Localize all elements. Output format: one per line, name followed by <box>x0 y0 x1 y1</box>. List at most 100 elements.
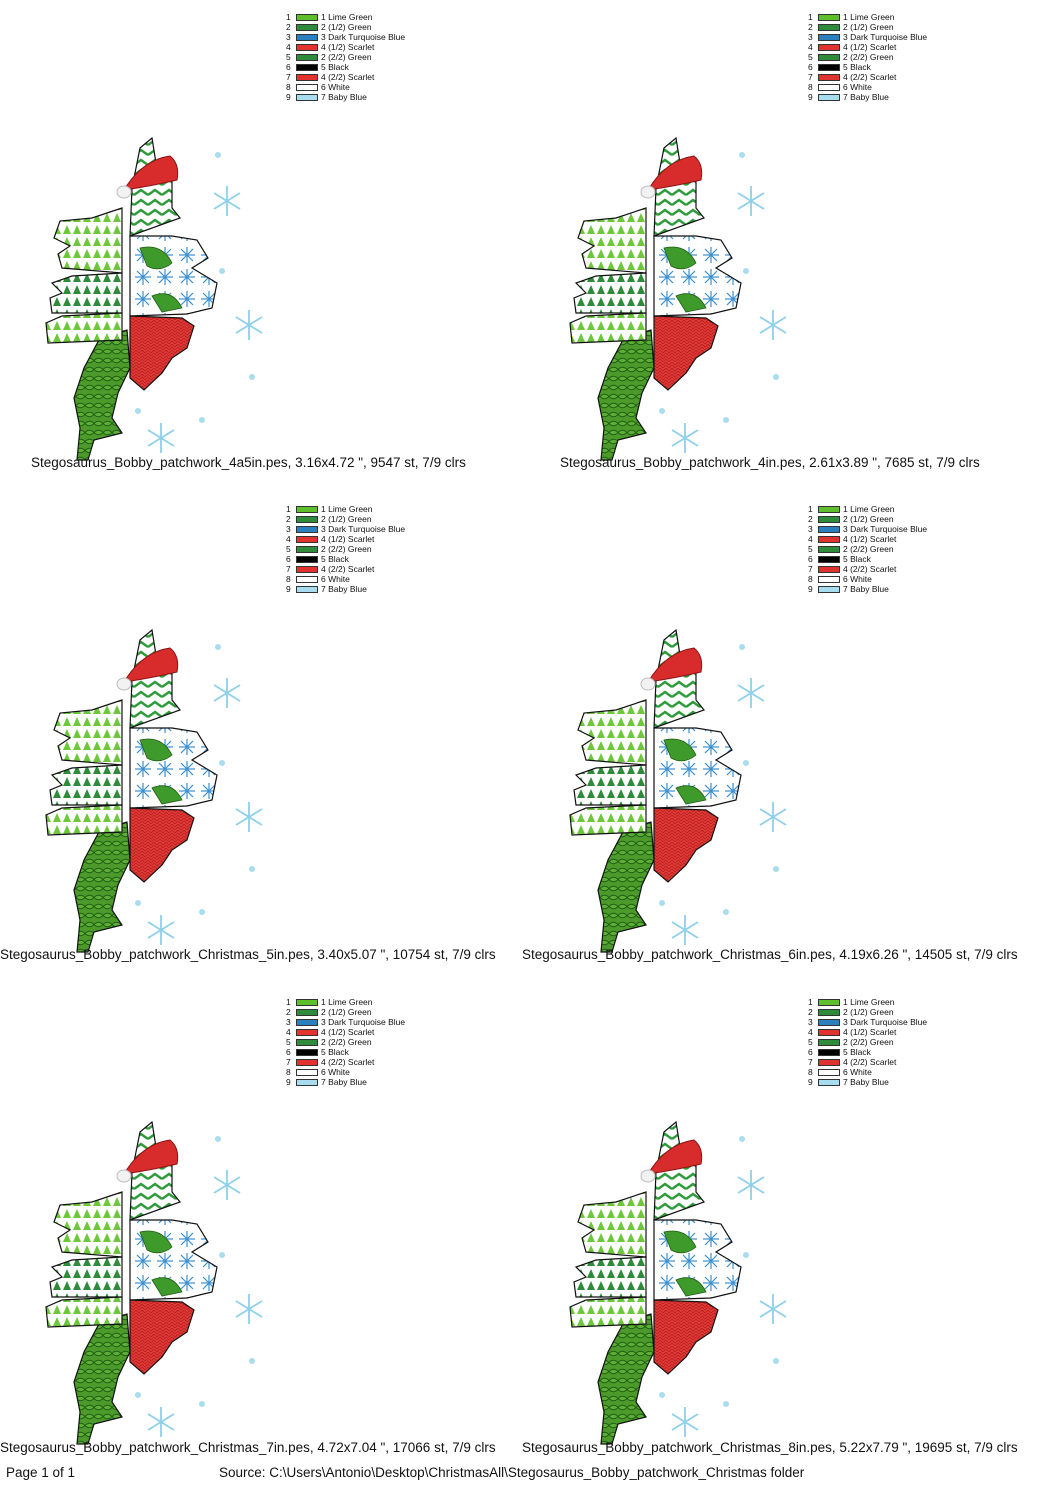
embroidery-design-image <box>569 1120 787 1445</box>
legend-label: 2 (2/2) Green <box>321 544 372 554</box>
source-path: Source: C:\Users\Antonio\Desktop\Christm… <box>219 1465 805 1480</box>
legend-row: 8 6 White <box>808 1067 927 1077</box>
legend-label: 3 Dark Turquoise Blue <box>843 1017 928 1027</box>
legend-row: 2 2 (1/2) Green <box>286 22 405 32</box>
legend-index: 3 <box>808 32 813 42</box>
legend-label: 2 (2/2) Green <box>321 1037 372 1047</box>
color-swatch <box>296 545 318 553</box>
design-caption: Stegosaurus_Bobby_patchwork_Christmas_7i… <box>0 1440 496 1455</box>
legend-index: 6 <box>808 62 813 72</box>
legend-index: 4 <box>286 534 291 544</box>
legend-label: 2 (1/2) Green <box>843 514 894 524</box>
legend-row: 4 4 (1/2) Scarlet <box>808 534 927 544</box>
legend-index: 2 <box>808 1007 813 1017</box>
legend-row: 9 7 Baby Blue <box>808 1077 927 1087</box>
legend-label: 6 White <box>843 574 872 584</box>
embroidery-design-image <box>569 136 787 461</box>
color-swatch <box>818 1008 840 1016</box>
legend-index: 2 <box>808 514 813 524</box>
color-swatch <box>818 565 840 573</box>
legend-label: 4 (2/2) Scarlet <box>843 72 897 82</box>
legend-label: 5 Black <box>843 1047 871 1057</box>
legend-index: 4 <box>808 1027 813 1037</box>
legend-index: 3 <box>286 32 291 42</box>
color-swatch <box>818 555 840 563</box>
legend-label: 6 White <box>321 1067 350 1077</box>
legend-row: 9 7 Baby Blue <box>286 1077 405 1087</box>
legend-label: 1 Lime Green <box>843 504 895 514</box>
thread-color-legend: 1 1 Lime Green 2 2 (1/2) Green 3 3 Dark Turqu… <box>286 504 405 594</box>
thread-color-legend: 1 1 Lime Green 2 2 (1/2) Green 3 3 Dark Turqu… <box>808 504 927 594</box>
legend-row: 4 4 (1/2) Scarlet <box>808 42 927 52</box>
color-swatch <box>296 515 318 523</box>
color-swatch <box>818 505 840 513</box>
color-swatch <box>296 535 318 543</box>
legend-label: 6 White <box>321 574 350 584</box>
legend-row: 1 1 Lime Green <box>808 504 927 514</box>
legend-label: 5 Black <box>843 62 871 72</box>
color-swatch <box>296 998 318 1006</box>
legend-label: 6 White <box>843 82 872 92</box>
legend-row: 2 2 (1/2) Green <box>286 514 405 524</box>
legend-label: 2 (1/2) Green <box>843 22 894 32</box>
legend-row: 6 5 Black <box>286 1047 405 1057</box>
legend-row: 6 5 Black <box>808 554 927 564</box>
legend-index: 4 <box>286 42 291 52</box>
legend-label: 3 Dark Turquoise Blue <box>321 32 406 42</box>
color-swatch <box>818 515 840 523</box>
legend-row: 9 7 Baby Blue <box>286 584 405 594</box>
legend-row: 7 4 (2/2) Scarlet <box>286 564 405 574</box>
color-swatch <box>818 93 840 101</box>
legend-index: 1 <box>808 504 813 514</box>
legend-label: 4 (2/2) Scarlet <box>321 564 375 574</box>
legend-row: 3 3 Dark Turquoise Blue <box>808 524 927 534</box>
legend-index: 8 <box>808 574 813 584</box>
legend-row: 7 4 (2/2) Scarlet <box>808 1057 927 1067</box>
legend-label: 1 Lime Green <box>321 997 373 1007</box>
legend-label: 7 Baby Blue <box>843 584 889 594</box>
legend-label: 2 (1/2) Green <box>843 1007 894 1017</box>
legend-label: 4 (2/2) Scarlet <box>843 564 897 574</box>
legend-row: 9 7 Baby Blue <box>808 584 927 594</box>
embroidery-design-image <box>569 628 787 953</box>
legend-index: 2 <box>808 22 813 32</box>
legend-index: 4 <box>286 1027 291 1037</box>
legend-index: 9 <box>286 1077 291 1087</box>
legend-label: 7 Baby Blue <box>321 1077 367 1087</box>
color-swatch <box>296 1048 318 1056</box>
legend-label: 5 Black <box>843 554 871 564</box>
thread-color-legend: 1 1 Lime Green 2 2 (1/2) Green 3 3 Dark Turqu… <box>286 12 405 102</box>
legend-label: 4 (1/2) Scarlet <box>321 534 375 544</box>
legend-label: 3 Dark Turquoise Blue <box>321 524 406 534</box>
legend-row: 4 4 (1/2) Scarlet <box>808 1027 927 1037</box>
legend-label: 7 Baby Blue <box>843 92 889 102</box>
color-swatch <box>818 23 840 31</box>
legend-row: 8 6 White <box>286 82 405 92</box>
legend-index: 9 <box>808 92 813 102</box>
color-swatch <box>296 83 318 91</box>
color-swatch <box>296 93 318 101</box>
legend-row: 5 2 (2/2) Green <box>808 52 927 62</box>
legend-label: 4 (1/2) Scarlet <box>843 534 897 544</box>
legend-index: 2 <box>286 22 291 32</box>
color-swatch <box>296 23 318 31</box>
legend-index: 1 <box>286 504 291 514</box>
legend-label: 7 Baby Blue <box>321 584 367 594</box>
legend-row: 1 1 Lime Green <box>808 997 927 1007</box>
color-swatch <box>818 1078 840 1086</box>
legend-index: 1 <box>286 997 291 1007</box>
color-swatch <box>296 1038 318 1046</box>
legend-row: 8 6 White <box>808 82 927 92</box>
legend-label: 2 (2/2) Green <box>843 52 894 62</box>
legend-index: 8 <box>286 574 291 584</box>
design-caption: Stegosaurus_Bobby_patchwork_4in.pes, 2.6… <box>560 455 980 470</box>
color-swatch <box>818 1048 840 1056</box>
legend-row: 4 4 (1/2) Scarlet <box>286 534 405 544</box>
legend-index: 8 <box>808 82 813 92</box>
legend-label: 4 (2/2) Scarlet <box>843 1057 897 1067</box>
legend-index: 2 <box>286 514 291 524</box>
color-swatch <box>296 565 318 573</box>
legend-row: 6 5 Black <box>286 554 405 564</box>
legend-index: 6 <box>286 554 291 564</box>
legend-label: 1 Lime Green <box>843 997 895 1007</box>
